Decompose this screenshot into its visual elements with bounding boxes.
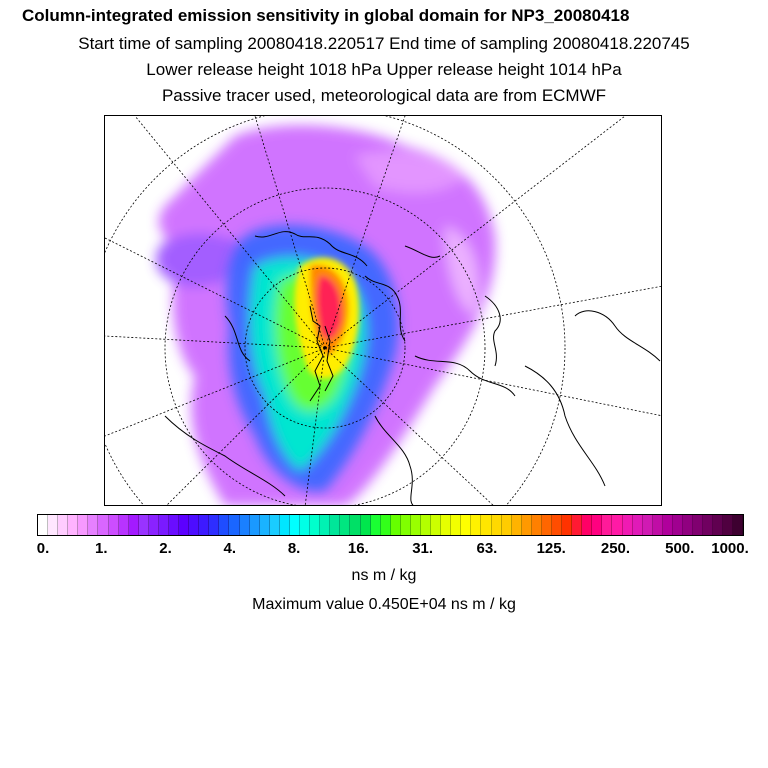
colorbar-swatch bbox=[713, 515, 724, 535]
colorbar-swatch bbox=[451, 515, 462, 535]
colorbar-swatch bbox=[58, 515, 69, 535]
colorbar-swatch bbox=[108, 515, 119, 535]
colorbar-swatch bbox=[501, 515, 512, 535]
colorbar-swatch bbox=[300, 515, 311, 535]
colorbar-swatch bbox=[521, 515, 532, 535]
maximum-value-label: Maximum value 0.450E+04 ns m / kg bbox=[252, 596, 516, 613]
colorbar-swatch bbox=[491, 515, 502, 535]
colorbar-swatch bbox=[612, 515, 623, 535]
colorbar-swatch bbox=[239, 515, 250, 535]
colorbar-tick-label: 1. bbox=[95, 540, 108, 557]
colorbar-swatch bbox=[693, 515, 704, 535]
colorbar-swatch bbox=[531, 515, 542, 535]
coastlines bbox=[164, 231, 661, 505]
colorbar-swatch bbox=[733, 515, 744, 535]
map-canvas bbox=[105, 116, 661, 505]
colorbar-swatch bbox=[128, 515, 139, 535]
colorbar-swatch bbox=[481, 515, 492, 535]
colorbar-swatch bbox=[602, 515, 613, 535]
colorbar-swatch bbox=[209, 515, 220, 535]
colorbar-swatch bbox=[672, 515, 683, 535]
release-heights: Lower release height 1018 hPa Upper rele… bbox=[146, 60, 622, 79]
colorbar-swatch bbox=[330, 515, 341, 535]
colorbar-swatch bbox=[642, 515, 653, 535]
colorbar-tick-label: 0. bbox=[36, 540, 50, 557]
colorbar-swatch bbox=[189, 515, 200, 535]
colorbar-swatch bbox=[390, 515, 401, 535]
colorbar-tick-label: 1000. bbox=[711, 540, 749, 557]
colorbar-swatch bbox=[380, 515, 391, 535]
colorbar-tick-label: 63. bbox=[476, 540, 498, 557]
colorbar-swatch bbox=[118, 515, 129, 535]
colorbar-swatch bbox=[370, 515, 381, 535]
colorbar-swatch bbox=[723, 515, 734, 535]
colorbar-swatch bbox=[471, 515, 482, 535]
colorbar-swatch bbox=[340, 515, 351, 535]
colorbar-swatch bbox=[249, 515, 260, 535]
colorbar-swatch bbox=[169, 515, 180, 535]
sampling-times: Start time of sampling 20080418.220517 E… bbox=[78, 34, 690, 53]
colorbar-swatch bbox=[683, 515, 694, 535]
colorbar-swatch bbox=[148, 515, 159, 535]
colorbar bbox=[37, 514, 744, 536]
colorbar-swatch bbox=[219, 515, 230, 535]
colorbar-swatch bbox=[622, 515, 633, 535]
colorbar-swatch bbox=[441, 515, 452, 535]
colorbar-swatch bbox=[572, 515, 583, 535]
colorbar-swatch bbox=[78, 515, 89, 535]
colorbar-swatch bbox=[179, 515, 190, 535]
colorbar-swatch bbox=[562, 515, 573, 535]
colorbar-swatch bbox=[551, 515, 563, 535]
colorbar-swatch bbox=[320, 515, 331, 535]
sensitivity-map bbox=[104, 115, 662, 506]
colorbar-swatch bbox=[138, 515, 149, 535]
colorbar-tick-label: 125. bbox=[536, 540, 566, 557]
colorbar-swatch bbox=[269, 515, 280, 535]
colorbar-swatch bbox=[431, 515, 442, 535]
colorbar-swatch bbox=[38, 515, 49, 535]
colorbar-tick-label: 250. bbox=[600, 540, 631, 557]
colorbar-swatch bbox=[511, 515, 522, 535]
plot-title: Column-integrated emission sensitivity i… bbox=[22, 6, 630, 25]
colorbar-tick-label: 16. bbox=[347, 540, 369, 557]
colorbar-swatch bbox=[400, 515, 411, 535]
colorbar-swatch bbox=[158, 515, 170, 535]
colorbar-swatch bbox=[229, 515, 240, 535]
colorbar-swatch bbox=[632, 515, 643, 535]
colorbar-units: ns m / kg bbox=[351, 567, 417, 584]
colorbar-swatch bbox=[88, 515, 99, 535]
colorbar-swatch bbox=[703, 515, 714, 535]
tracer-info: Passive tracer used, meteorological data… bbox=[161, 86, 607, 105]
colorbar-tick-label: 2. bbox=[159, 540, 172, 557]
colorbar-ticks: 0. 1. 2. 4. 8. 16. 31. 63. 125. 250. 500. 1000. bbox=[0, 540, 768, 560]
colorbar-swatch bbox=[48, 515, 59, 535]
colorbar-tick-label: 31. bbox=[412, 540, 434, 557]
colorbar-swatch bbox=[98, 515, 109, 535]
colorbar-swatch bbox=[592, 515, 603, 535]
colorbar-tick-label: 8. bbox=[287, 540, 301, 557]
colorbar-swatch bbox=[350, 515, 361, 535]
colorbar-swatch bbox=[199, 515, 210, 535]
colorbar-swatch bbox=[420, 515, 432, 535]
colorbar-swatch bbox=[360, 515, 371, 535]
colorbar-swatch bbox=[259, 515, 270, 535]
colorbar-swatch bbox=[582, 515, 593, 535]
colorbar-tick-label: 500. bbox=[665, 540, 695, 557]
colorbar-swatch bbox=[310, 515, 321, 535]
colorbar-swatch bbox=[289, 515, 301, 535]
colorbar-swatch bbox=[68, 515, 79, 535]
colorbar-tick-label: 4. bbox=[223, 540, 237, 557]
colorbar-swatch bbox=[652, 515, 663, 535]
plume-layer-high bbox=[294, 257, 360, 379]
colorbar-swatch bbox=[279, 515, 290, 535]
colorbar-swatch bbox=[541, 515, 552, 535]
colorbar-swatch bbox=[461, 515, 472, 535]
colorbar-swatch bbox=[662, 515, 673, 535]
colorbar-swatch bbox=[410, 515, 421, 535]
